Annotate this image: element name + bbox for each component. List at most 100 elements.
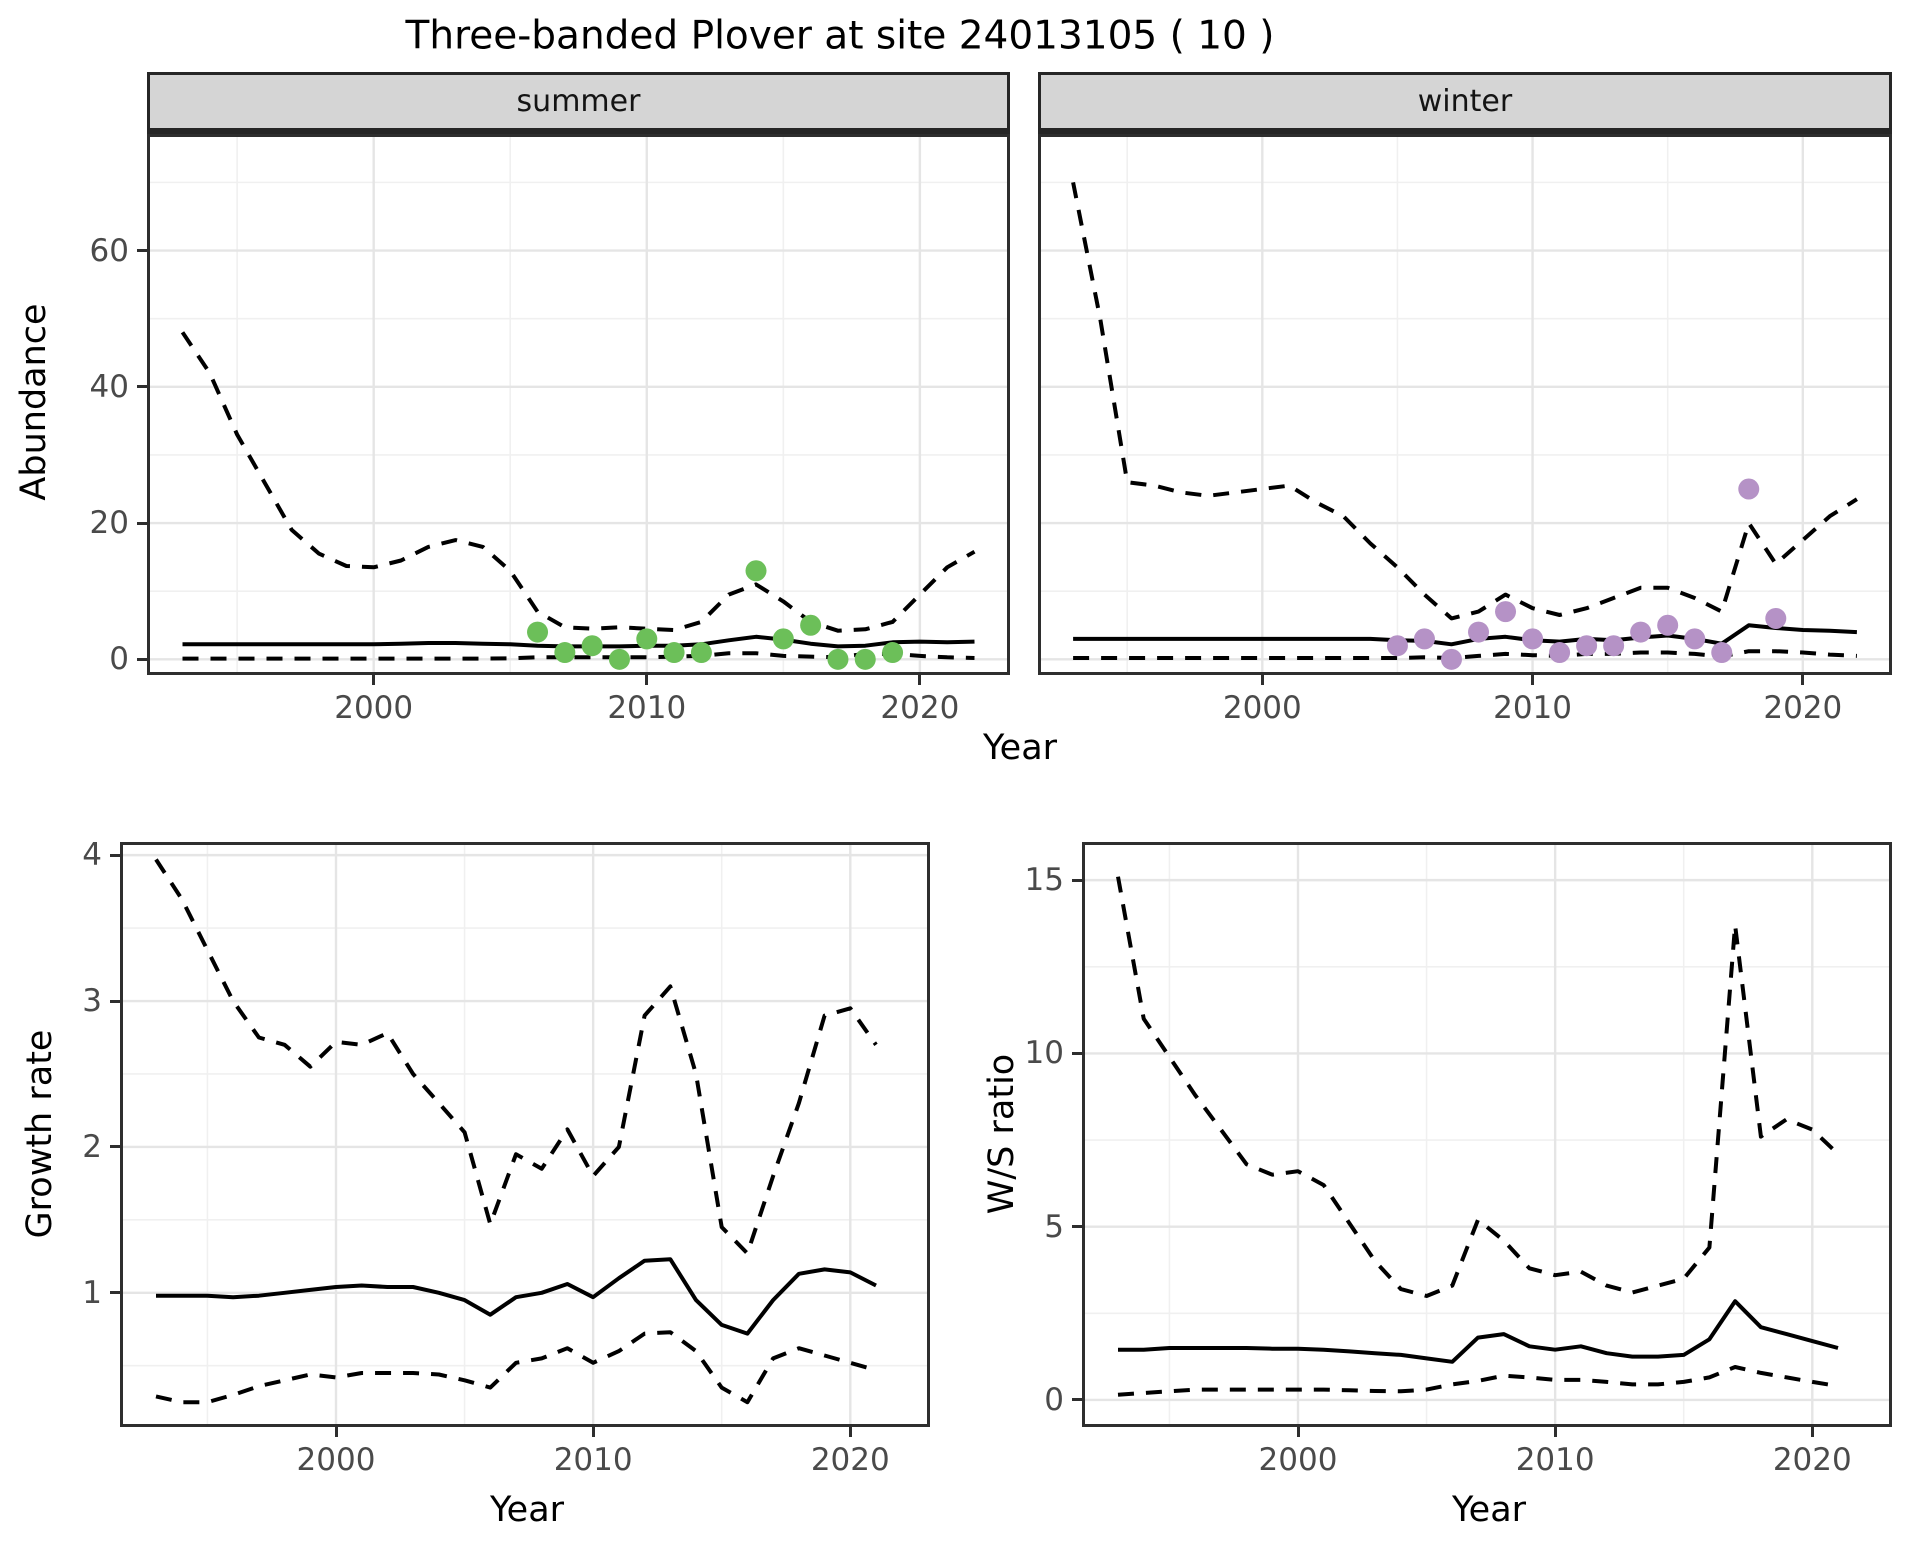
summer-y-tick-label: 0 (109, 641, 129, 678)
ws-upper_ci-line (1116, 876, 1840, 1298)
summer-x-tick-mark (918, 675, 922, 685)
growth-y-tick-mark (110, 1145, 120, 1149)
x-axis-title-growth: Year (489, 1490, 565, 1530)
ws-y-tick-label: 15 (1024, 862, 1064, 899)
summer-estimate-line (182, 634, 975, 649)
growth-x-tick-label: 2010 (553, 1442, 633, 1478)
summer-y-tick-label: 20 (89, 505, 129, 542)
ws-plot (1082, 842, 1892, 1427)
ws-lower_ci-line (1117, 1365, 1839, 1397)
summer-x-tick-mark (645, 675, 649, 685)
summer-abundance-panel (147, 134, 1010, 675)
summer-y-tick-mark (137, 657, 147, 661)
winter-observed-point (1738, 478, 1760, 500)
winter-estimate-line (1073, 623, 1858, 647)
summer-observed-point (854, 648, 876, 670)
winter-observed-point (1657, 614, 1679, 636)
summer-observed-point (527, 621, 549, 643)
winter-observed-point (1603, 635, 1625, 657)
facet-strip-summer: summer (147, 72, 1010, 134)
summer-x-tick-label: 2000 (334, 690, 414, 726)
winter-plot (1038, 134, 1892, 675)
chart-title: Three-banded Plover at site 24013105 ( 1… (405, 13, 1275, 59)
ws-y-tick-label: 10 (1024, 1035, 1064, 1072)
x-axis-title-ws: Year (1451, 1490, 1527, 1530)
ws-x-tick-label: 2000 (1258, 1442, 1338, 1478)
summer-observed-point (882, 642, 904, 664)
facet-strip-summer-label: summer (516, 84, 641, 119)
summer-observed-point (690, 642, 712, 664)
ws-x-tick-label: 2020 (1772, 1442, 1852, 1478)
ws-estimate-line (1118, 1299, 1839, 1364)
growth-x-tick-mark (848, 1427, 852, 1437)
x-axis-title-top: Year (982, 728, 1058, 768)
ws-y-tick-mark (1072, 1225, 1082, 1229)
summer-y-tick-label: 60 (89, 232, 129, 269)
summer-x-tick-label: 2010 (607, 690, 687, 726)
winter-x-tick-mark (1260, 675, 1264, 685)
winter-x-tick-label: 2010 (1493, 690, 1573, 726)
facet-strip-winter-label: winter (1417, 84, 1513, 119)
summer-observed-point (581, 635, 603, 657)
growth-x-tick-mark (334, 1427, 338, 1437)
summer-observed-point (827, 648, 849, 670)
ws-ratio-panel (1082, 842, 1892, 1427)
summer-y-tick-mark (137, 385, 147, 389)
winter-x-tick-label: 2020 (1763, 690, 1843, 726)
ws-y-tick-mark (1072, 878, 1082, 882)
ws-x-tick-mark (1296, 1427, 1300, 1437)
summer-y-tick-mark (137, 249, 147, 252)
winter-observed-point (1711, 642, 1733, 664)
facet-strip-winter: winter (1038, 72, 1892, 134)
ws-y-tick-label: 5 (1044, 1208, 1064, 1245)
growth-y-tick-mark (110, 1291, 120, 1295)
summer-x-tick-label: 2020 (880, 690, 960, 726)
winter-observed-point (1495, 601, 1517, 623)
growth-y-tick-label: 2 (82, 1128, 102, 1165)
ws-y-tick-mark (1072, 1051, 1082, 1055)
winter-observed-point (1468, 621, 1490, 643)
summer-observed-point (772, 628, 794, 650)
summer-observed-point (554, 642, 576, 664)
growth-y-tick-label: 3 (82, 983, 102, 1019)
ws-x-tick-mark (1810, 1427, 1814, 1437)
growth-x-tick-mark (591, 1427, 595, 1437)
winter-x-tick-label: 2000 (1222, 690, 1302, 726)
ws-y-tick-mark (1072, 1398, 1082, 1402)
winter-upper_ci-line (1071, 182, 1858, 621)
winter-observed-point (1522, 628, 1544, 650)
growth-x-tick-label: 2020 (810, 1442, 890, 1478)
winter-observed-point (1765, 607, 1787, 629)
growth-rate-panel (120, 842, 930, 1427)
summer-observed-point (800, 614, 822, 636)
summer-observed-point (636, 628, 658, 650)
growth-upper_ci-line (154, 858, 878, 1256)
ws-x-tick-mark (1553, 1427, 1557, 1437)
winter-observed-point (1386, 635, 1408, 657)
winter-observed-point (1576, 635, 1598, 657)
growth-y-tick-mark (110, 853, 120, 857)
y-axis-title-ws-ratio: W/S ratio (982, 1053, 1022, 1215)
winter-abundance-panel (1038, 134, 1892, 675)
winter-observed-point (1684, 628, 1706, 650)
ws-x-tick-label: 2010 (1515, 1442, 1595, 1478)
winter-observed-point (1440, 648, 1462, 670)
winter-observed-point (1413, 628, 1435, 650)
winter-x-tick-mark (1531, 675, 1535, 685)
growth-y-tick-label: 1 (82, 1274, 102, 1311)
growth-x-tick-label: 2000 (296, 1442, 376, 1478)
winter-x-tick-mark (1801, 675, 1805, 685)
summer-lower_ci-line (182, 651, 975, 661)
summer-x-tick-mark (372, 675, 376, 685)
summer-observed-point (608, 648, 630, 670)
growth-plot (120, 842, 930, 1427)
winter-observed-point (1549, 642, 1571, 664)
summer-observed-point (663, 642, 685, 664)
growth-lower_ci-line (155, 1330, 877, 1405)
summer-observed-point (745, 560, 767, 582)
summer-plot (147, 134, 1010, 675)
summer-y-tick-mark (137, 521, 147, 525)
summer-upper_ci-line (180, 331, 976, 633)
growth-estimate-line (156, 1257, 877, 1336)
ws-y-tick-label: 0 (1044, 1381, 1064, 1418)
